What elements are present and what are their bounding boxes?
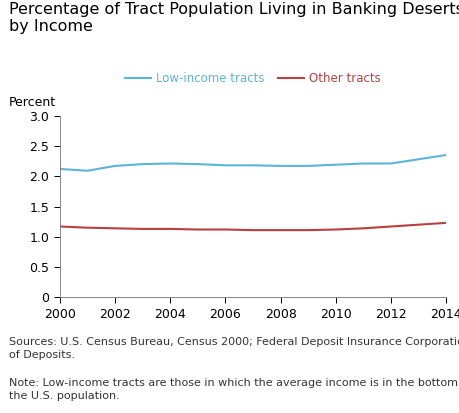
- Low-income tracts: [222, 163, 228, 168]
- Other tracts: [415, 222, 420, 227]
- Other tracts: [140, 226, 145, 231]
- Low-income tracts: [387, 161, 393, 166]
- Low-income tracts: [112, 164, 118, 169]
- Other tracts: [222, 227, 228, 232]
- Line: Low-income tracts: Low-income tracts: [60, 155, 445, 171]
- Text: Note: Low-income tracts are those in which the average income is in the bottom q: Note: Low-income tracts are those in whi…: [9, 378, 459, 401]
- Legend: Low-income tracts, Other tracts: Low-income tracts, Other tracts: [120, 67, 385, 90]
- Line: Other tracts: Other tracts: [60, 223, 445, 230]
- Low-income tracts: [360, 161, 365, 166]
- Low-income tracts: [442, 152, 448, 157]
- Other tracts: [167, 226, 173, 231]
- Other tracts: [112, 226, 118, 231]
- Other tracts: [250, 228, 255, 233]
- Low-income tracts: [167, 161, 173, 166]
- Low-income tracts: [277, 164, 283, 169]
- Other tracts: [360, 226, 365, 231]
- Low-income tracts: [140, 161, 145, 166]
- Text: Percent: Percent: [9, 97, 56, 109]
- Low-income tracts: [415, 157, 420, 162]
- Other tracts: [442, 221, 448, 225]
- Low-income tracts: [332, 162, 338, 167]
- Other tracts: [305, 228, 310, 233]
- Text: Sources: U.S. Census Bureau, Census 2000; Federal Deposit Insurance Corporation,: Sources: U.S. Census Bureau, Census 2000…: [9, 337, 459, 360]
- Other tracts: [84, 225, 90, 230]
- Text: Percentage of Tract Population Living in Banking Deserts,: Percentage of Tract Population Living in…: [9, 2, 459, 17]
- Other tracts: [277, 228, 283, 233]
- Text: by Income: by Income: [9, 19, 93, 33]
- Low-income tracts: [195, 161, 200, 166]
- Low-income tracts: [305, 164, 310, 169]
- Other tracts: [195, 227, 200, 232]
- Low-income tracts: [84, 168, 90, 173]
- Other tracts: [57, 224, 62, 229]
- Low-income tracts: [250, 163, 255, 168]
- Low-income tracts: [57, 166, 62, 171]
- Other tracts: [332, 227, 338, 232]
- Other tracts: [387, 224, 393, 229]
